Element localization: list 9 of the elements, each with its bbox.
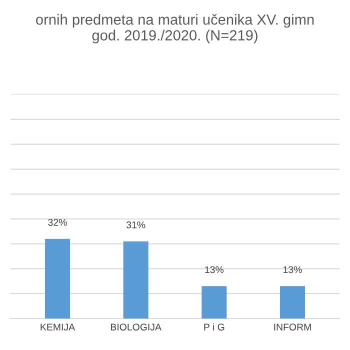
x-tick-label: INFORM — [274, 324, 311, 330]
x-tick-label: BIOLOGIJA — [110, 324, 162, 330]
data-label: 32% — [48, 218, 67, 226]
x-tick-label: P i G — [204, 323, 224, 330]
data-label: 13% — [284, 266, 302, 274]
x-tick-label: KEMIJA — [40, 324, 76, 330]
chart-title: ornih predmeta na maturi učenika XV. gimn god. 2019./2020. (N=219) — [36, 14, 314, 44]
data-label: 13% — [205, 266, 224, 274]
data-label: 31% — [126, 221, 146, 228]
